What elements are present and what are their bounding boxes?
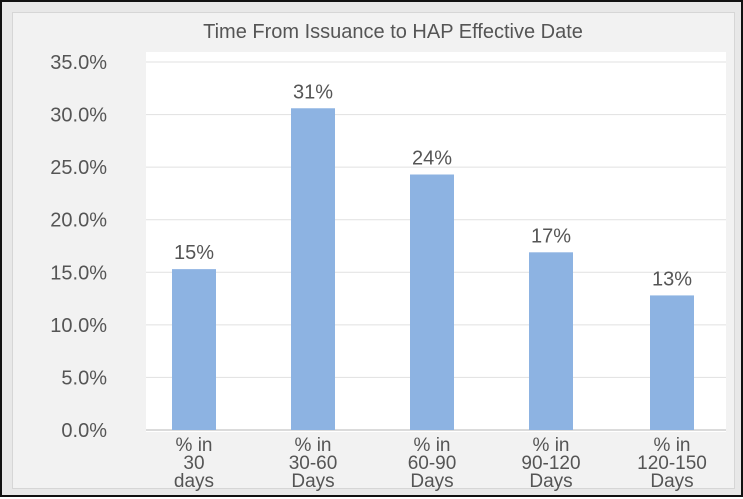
data-label: 17% bbox=[531, 225, 571, 247]
y-tick-label: 10.0% bbox=[50, 315, 107, 337]
x-category-label: 60-90 bbox=[408, 453, 457, 474]
x-category-label: 30-60 bbox=[289, 453, 338, 474]
bar bbox=[172, 269, 216, 430]
x-category-label: Days bbox=[650, 471, 693, 492]
bar bbox=[529, 252, 573, 430]
y-tick-label: 0.0% bbox=[61, 420, 107, 442]
x-category-label: 120-150 bbox=[637, 453, 707, 474]
x-category-label: days bbox=[174, 471, 214, 492]
y-tick-label: 20.0% bbox=[50, 210, 107, 232]
x-category-label: Days bbox=[291, 471, 334, 492]
x-category-label: % in bbox=[414, 435, 451, 456]
x-category-label: % in bbox=[654, 435, 691, 456]
bar bbox=[410, 174, 454, 430]
chart-title: Time From Issuance to HAP Effective Date bbox=[203, 21, 583, 43]
data-label: 24% bbox=[412, 148, 452, 170]
x-category-label: % in bbox=[295, 435, 332, 456]
x-category-label: Days bbox=[410, 471, 453, 492]
y-tick-label: 25.0% bbox=[50, 157, 107, 179]
y-tick-label: 35.0% bbox=[50, 52, 107, 74]
data-label: 31% bbox=[293, 81, 333, 103]
x-category-label: 90-120 bbox=[521, 453, 580, 474]
x-category-label: % in bbox=[533, 435, 570, 456]
bar bbox=[291, 108, 335, 431]
y-tick-label: 15.0% bbox=[50, 262, 107, 284]
bar bbox=[650, 295, 694, 430]
x-category-label: 30 bbox=[183, 453, 204, 474]
x-category-label: Days bbox=[529, 471, 572, 492]
x-category-label: % in bbox=[176, 435, 213, 456]
y-tick-label: 5.0% bbox=[61, 367, 107, 389]
y-tick-label: 30.0% bbox=[50, 105, 107, 127]
data-label: 15% bbox=[174, 242, 214, 264]
data-label: 13% bbox=[652, 268, 692, 290]
